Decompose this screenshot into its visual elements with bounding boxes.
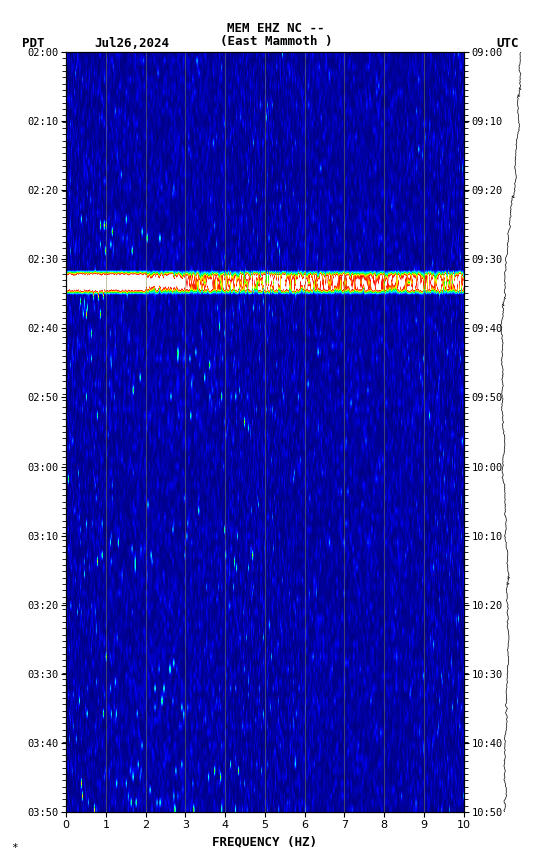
Text: MEM EHZ NC --: MEM EHZ NC -- bbox=[227, 22, 325, 35]
Text: *: * bbox=[11, 843, 18, 853]
Text: (East Mammoth ): (East Mammoth ) bbox=[220, 35, 332, 48]
X-axis label: FREQUENCY (HZ): FREQUENCY (HZ) bbox=[213, 835, 317, 848]
Text: Jul26,2024: Jul26,2024 bbox=[94, 37, 169, 50]
Text: UTC: UTC bbox=[497, 37, 519, 50]
Text: PDT: PDT bbox=[22, 37, 45, 50]
